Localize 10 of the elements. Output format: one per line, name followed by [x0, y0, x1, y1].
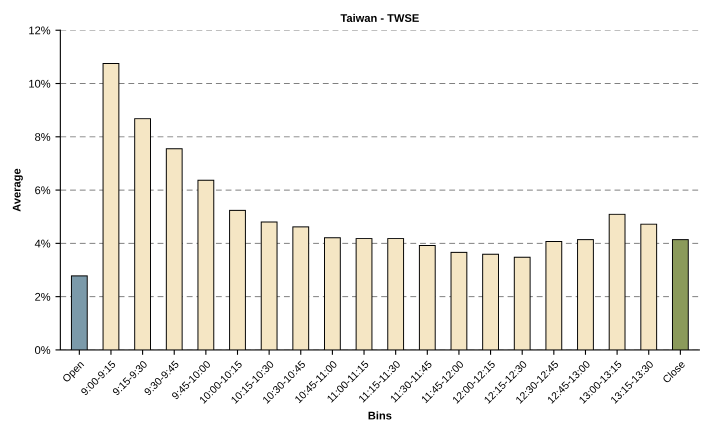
- y-axis-title: Average: [12, 168, 23, 212]
- y-tick-label: 8%: [35, 133, 50, 141]
- x-axis-title: Bins: [368, 411, 392, 420]
- y-tick-label: 2%: [35, 292, 50, 301]
- y-tick-label: 10%: [29, 80, 50, 88]
- chart-title: Taiwan - TWSE: [340, 14, 419, 22]
- y-tick-label: 6%: [35, 186, 50, 194]
- y-tick-label: 12%: [29, 26, 50, 34]
- y-tick-label: 4%: [34, 240, 50, 248]
- y-tick-label: 0%: [35, 346, 50, 354]
